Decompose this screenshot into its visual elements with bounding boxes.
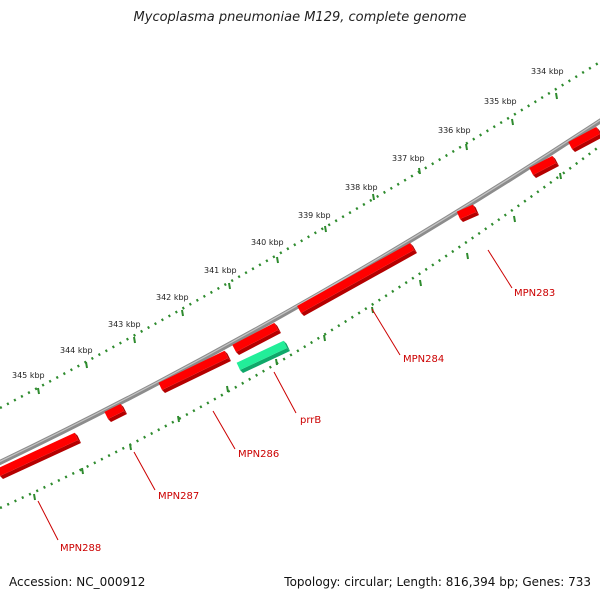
kbp-label: 336 kbp [438, 126, 471, 135]
outer-major-tick [372, 193, 375, 201]
gene-label: prrB [300, 415, 321, 426]
kbp-label: 341 kbp [204, 266, 237, 275]
gene-leader-line [273, 371, 297, 414]
outer-major-tick [276, 256, 279, 264]
gene-label: MPN284 [403, 354, 444, 365]
outer-major-tick [324, 225, 327, 233]
gene-arrow [232, 322, 281, 355]
outer-major-tick [181, 309, 184, 317]
kbp-label: 339 kbp [298, 211, 331, 220]
kbp-label: 342 kbp [156, 293, 189, 302]
inner-major-tick [513, 215, 516, 223]
gene-arrow [104, 403, 127, 422]
gene-arrow [568, 126, 600, 152]
gene-arrow [158, 350, 231, 393]
kbp-labels: 334 kbp 335 kbp 336 kbp 337 kbp 338 kbp 339 k… [12, 67, 564, 380]
inner-tick-ring [0, 145, 600, 510]
kbp-label: 335 kbp [484, 97, 517, 106]
inner-major-tick [419, 279, 422, 287]
kbp-label: 344 kbp [60, 346, 93, 355]
kbp-label: 337 kbp [392, 154, 425, 163]
kbp-label: 345 kbp [12, 371, 45, 380]
inner-major-tick [466, 252, 469, 260]
outer-major-tick [555, 92, 558, 100]
accession-text: Accession: NC_000912 [9, 575, 146, 589]
gene-label: MPN287 [158, 491, 199, 502]
outer-major-tick [228, 282, 231, 290]
gene-leader-line [212, 410, 236, 450]
outer-major-tick [133, 336, 136, 344]
gene-label: MPN288 [60, 543, 101, 554]
gene-leader-line [371, 308, 401, 356]
inner-major-tick [177, 415, 180, 423]
gene-arrow [529, 155, 559, 178]
gene-arrow [0, 432, 81, 479]
outer-major-tick [418, 167, 421, 175]
gene-arrow [297, 243, 417, 316]
kbp-label: 343 kbp [108, 320, 141, 329]
gene-leader-line [37, 500, 59, 541]
outer-tick-ring [0, 60, 600, 410]
kbp-label: 338 kbp [345, 183, 378, 192]
map-title: Mycoplasma pneumoniae M129, complete gen… [133, 10, 467, 25]
gene-leader-line [487, 249, 513, 289]
gene-label: MPN286 [238, 449, 279, 460]
major-ticks [33, 92, 562, 501]
genes-layer: MPN283 MPN284 prrB MPN286 MPN287 MPN288 [0, 126, 600, 554]
inner-major-tick [323, 334, 326, 342]
outer-major-tick [511, 118, 514, 126]
outer-major-tick [37, 387, 40, 395]
outer-major-tick [85, 361, 88, 369]
inner-major-tick [33, 493, 36, 501]
genome-stats-text: Topology: circular; Length: 816,394 bp; … [284, 575, 591, 589]
inner-major-tick [559, 172, 562, 180]
rna-feature-prrB [236, 340, 290, 373]
inner-major-tick [275, 358, 278, 366]
gene-arrow [456, 204, 479, 222]
inner-major-tick [129, 443, 132, 451]
inner-major-tick [81, 467, 84, 475]
gene-leader-line [133, 451, 156, 491]
kbp-label: 334 kbp [531, 67, 564, 76]
inner-major-tick [226, 385, 229, 393]
gene-label: MPN283 [514, 288, 555, 299]
outer-major-tick [465, 143, 468, 151]
kbp-label: 340 kbp [251, 238, 284, 247]
